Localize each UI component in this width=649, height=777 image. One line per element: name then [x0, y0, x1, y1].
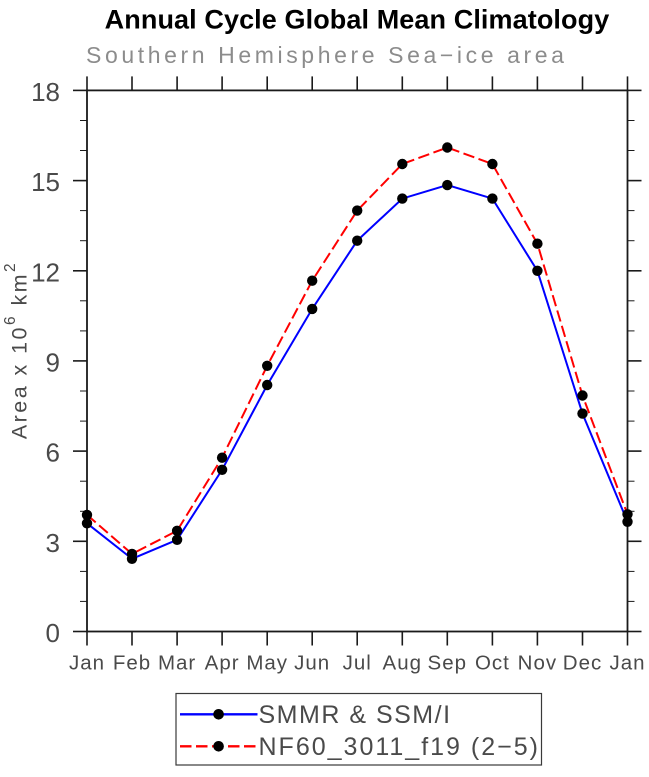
svg-text:Jul: Jul [343, 652, 372, 675]
svg-text:9: 9 [46, 347, 60, 377]
svg-text:Aug: Aug [383, 652, 422, 675]
svg-text:Apr: Apr [205, 652, 240, 675]
svg-text:Sep: Sep [428, 652, 467, 675]
svg-text:Jan: Jan [609, 652, 645, 675]
svg-text:May: May [246, 652, 288, 675]
svg-text:SMMR & SSM/I: SMMR & SSM/I [259, 701, 452, 729]
svg-text:Southern Hemisphere Sea−ice ar: Southern Hemisphere Sea−ice area [86, 42, 568, 68]
svg-text:Mar: Mar [158, 652, 196, 675]
svg-text:Dec: Dec [563, 652, 602, 675]
svg-text:Oct: Oct [475, 652, 510, 675]
svg-text:Nov: Nov [518, 652, 557, 675]
svg-text:Annual Cycle Global Mean Clima: Annual Cycle Global Mean Climatology [105, 5, 610, 35]
svg-text:15: 15 [31, 167, 60, 197]
svg-text:18: 18 [31, 77, 60, 107]
svg-text:NF60_3011_f19 (2−5): NF60_3011_f19 (2−5) [259, 733, 540, 761]
svg-text:3: 3 [46, 528, 60, 558]
svg-text:Area x 106 km2: Area x 106 km2 [2, 261, 32, 439]
svg-text:Jun: Jun [294, 652, 330, 675]
svg-text:0: 0 [46, 618, 60, 648]
svg-text:6: 6 [46, 438, 60, 468]
svg-text:Feb: Feb [113, 652, 151, 675]
svg-text:12: 12 [31, 257, 60, 287]
svg-text:Jan: Jan [69, 652, 105, 675]
